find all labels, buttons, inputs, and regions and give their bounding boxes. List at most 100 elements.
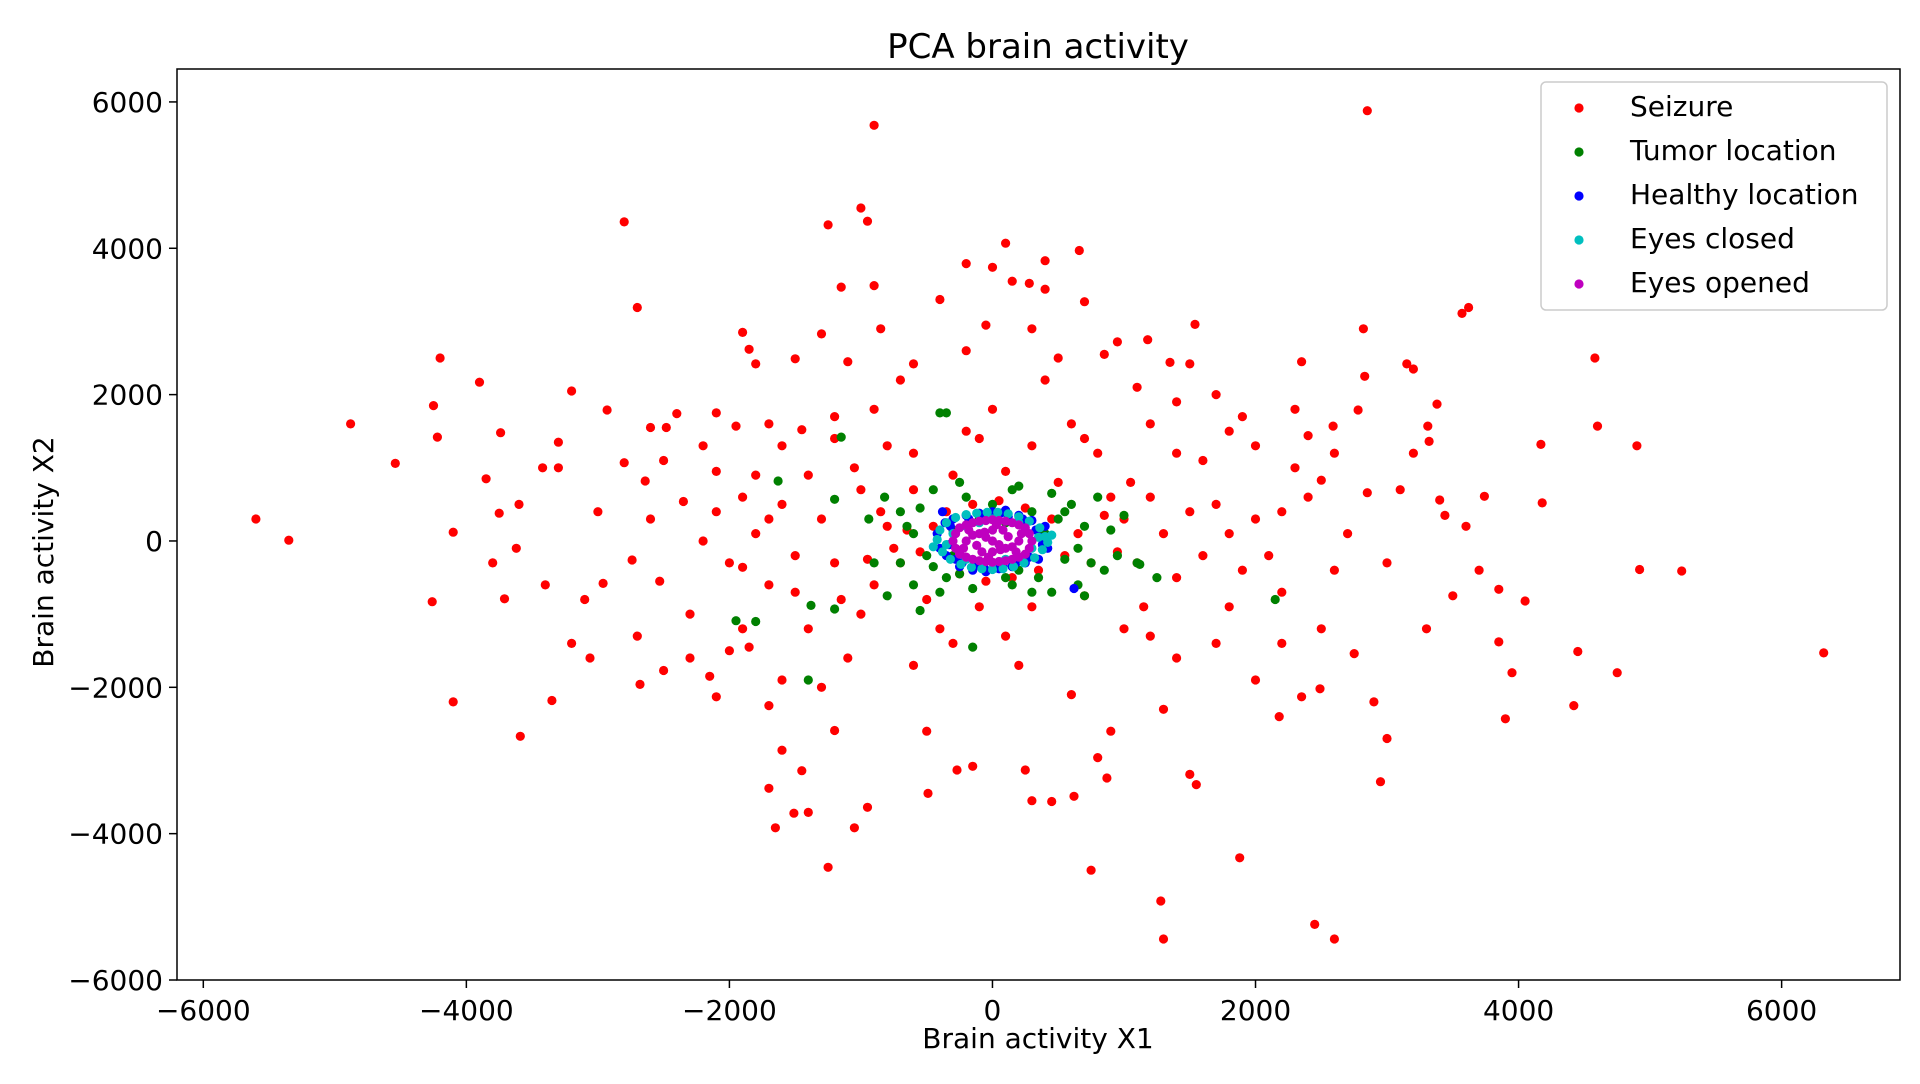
legend-marker [1574,103,1584,113]
data-point [738,327,748,337]
data-point [1191,780,1201,790]
data-point [1132,382,1142,392]
data-point [540,580,550,590]
data-point [836,594,846,605]
data-point [1102,773,1112,783]
data-point [1003,532,1013,542]
data-point [968,499,978,509]
data-point [935,294,945,305]
data-point [1079,297,1090,307]
data-point [514,499,524,509]
data-point [731,616,741,626]
data-point [895,375,906,385]
data-point [1224,602,1234,612]
data-point [955,569,965,579]
data-point [856,203,866,213]
data-point [797,766,807,776]
data-point [1007,580,1017,590]
data-point [987,262,998,272]
y-axis-label: Brain activity X2 [27,436,60,667]
data-point [553,437,564,447]
data-point [1069,791,1079,801]
data-point [915,605,925,616]
data-point [1112,551,1122,561]
data-point [968,761,978,771]
x-tick-label: 2000 [1220,994,1291,1027]
data-point [659,665,669,676]
data-point [1014,660,1024,671]
data-point [948,536,958,546]
data-point [1047,796,1057,807]
data-point [764,580,774,590]
data-point [1375,777,1386,787]
data-point [777,441,787,451]
data-point [738,562,748,572]
series-4 [948,515,1037,567]
data-point [711,507,721,517]
data-point [1537,498,1547,508]
data-point [1139,602,1149,612]
data-point [1079,433,1090,444]
data-point [635,679,645,690]
chart-title: PCA brain activity [887,27,1189,67]
data-point [1011,547,1021,557]
data-point [1053,514,1063,524]
data-point [1677,566,1687,576]
data-point [1329,934,1339,944]
data-point [922,726,932,736]
data-point [731,421,741,431]
data-point [948,638,958,649]
data-point [1237,412,1247,422]
data-point [974,602,984,612]
data-point [937,547,948,557]
data-point [1274,712,1284,722]
data-point [981,576,991,586]
data-point [567,638,577,649]
data-point [672,409,682,419]
data-point [1592,421,1603,431]
data-point [1277,507,1287,517]
data-point [998,525,1008,535]
data-point [1382,733,1392,744]
data-point [1112,337,1122,347]
y-tick-label: −4000 [68,818,163,851]
y-tick-label: 4000 [92,232,163,265]
data-point [1158,934,1169,944]
data-point [1066,419,1076,429]
data-point [632,302,642,313]
data-point [602,405,612,415]
data-point [1185,507,1195,517]
y-tick-label: 2000 [92,379,163,412]
data-point [1250,514,1261,524]
legend-marker [1574,191,1584,201]
data-point [823,862,833,872]
data-point [738,624,748,634]
data-point [346,419,356,429]
data-point [1612,668,1622,678]
data-point [961,492,971,502]
data-point [1099,565,1109,575]
data-point [1020,765,1030,775]
data-point [711,466,721,476]
series-0 [251,106,1829,944]
data-point [1464,302,1474,313]
data-point [705,671,715,681]
data-point [980,527,990,537]
data-point [928,485,938,495]
data-point [1099,349,1109,359]
data-point [1053,353,1063,363]
data-point [882,521,892,531]
data-point [945,554,956,564]
data-point [1250,441,1261,451]
data-point [448,527,458,537]
legend-marker [1574,235,1584,245]
data-point [738,492,748,502]
data-point [1316,624,1326,634]
data-point [830,494,840,504]
legend-label: Eyes opened [1630,266,1810,299]
x-tick-label: 6000 [1746,994,1817,1027]
data-point [1235,853,1245,863]
legend-marker [1574,279,1584,289]
data-point [764,419,774,429]
